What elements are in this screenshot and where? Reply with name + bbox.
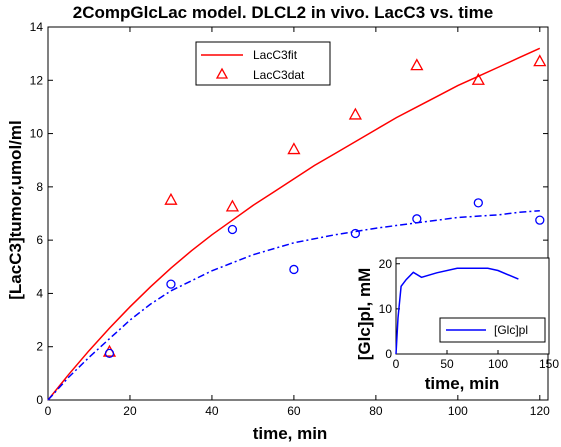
main-legend: LacC3fit LacC3dat	[195, 41, 331, 86]
blue-data-circle-marker	[227, 224, 238, 235]
main-x-tick-label: 20	[123, 404, 137, 418]
lacc3-data-triangle-marker	[287, 142, 301, 155]
inset-glc-line	[395, 267, 519, 355]
blue-data-circle-marker	[350, 228, 361, 239]
main-y-tick-label: 10	[30, 127, 44, 141]
inset-plot-series	[395, 267, 519, 355]
lacc3-data-triangle-marker	[348, 107, 362, 120]
legend-triangle-marker-lacc3dat	[215, 67, 229, 79]
lacc3-data-triangle-marker	[471, 72, 485, 85]
blue-data-circle-marker	[535, 215, 545, 225]
lacc3-fit-line	[47, 47, 541, 401]
main-x-tick-label: 80	[369, 404, 383, 418]
main-y-tick-label: 2	[36, 340, 43, 354]
main-y-axis-label: [LacC3]tumor,umol/ml	[6, 120, 25, 299]
inset-y-tick-label: 20	[379, 257, 393, 271]
blue-data-circle-marker	[412, 214, 422, 224]
inset-x-axis-label: time, min	[425, 374, 500, 393]
main-x-tick-label: 0	[45, 404, 52, 418]
inset-x-tick-label: 50	[440, 357, 454, 371]
main-x-axis-label: time, min	[253, 424, 328, 443]
main-y-tick-label: 0	[36, 393, 43, 407]
inset-plot: 0 50 100 150 0 10 20 time, min [Glc]pl, mM [Gl…	[355, 257, 559, 393]
blue-dash-dot-fit-line	[47, 210, 540, 401]
inset-y-tick-label: 10	[379, 302, 393, 316]
lacc3-data-triangle-marker	[533, 54, 547, 67]
main-x-tick-label: 100	[448, 404, 468, 418]
blue-data-circle-marker	[166, 279, 176, 289]
lacc3-data-triangle-marker	[410, 58, 424, 71]
inset-x-tick-label: 100	[488, 357, 508, 371]
main-y-tick-label: 12	[30, 73, 44, 87]
main-x-tick-label: 120	[530, 404, 550, 418]
legend-label-lacc3dat: LacC3dat	[253, 68, 305, 82]
main-x-tick-label: 60	[287, 404, 301, 418]
inset-y-axis-label: [Glc]pl, mM	[355, 268, 374, 361]
main-y-tick-label: 14	[30, 20, 44, 34]
blue-data-circle-marker	[473, 198, 483, 208]
chart-title: 2CompGlcLac model. DLCL2 in vivo. LacC3 …	[73, 3, 493, 22]
lacc3-data-triangle-marker	[225, 199, 240, 212]
main-y-tick-label: 8	[36, 180, 43, 194]
inset-legend: [Glc]pl	[439, 317, 546, 343]
lacc3-data-triangle-marker	[164, 192, 178, 205]
main-x-tick-label: 40	[205, 404, 219, 418]
inset-legend-label-glcpl: [Glc]pl	[494, 323, 528, 337]
blue-data-circle-marker	[104, 348, 115, 359]
inset-y-tick-label: 0	[385, 347, 392, 361]
main-plot-series	[47, 47, 547, 401]
inset-x-tick-label: 0	[393, 357, 400, 371]
blue-data-circle-marker	[289, 264, 299, 275]
legend-label-lacc3fit: LacC3fit	[253, 48, 298, 62]
main-y-tick-label: 6	[36, 233, 43, 247]
inset-axis-ticks: 0 50 100 150 0 10 20	[379, 257, 560, 371]
inset-x-tick-label: 150	[539, 357, 559, 371]
main-y-tick-label: 4	[36, 286, 43, 300]
